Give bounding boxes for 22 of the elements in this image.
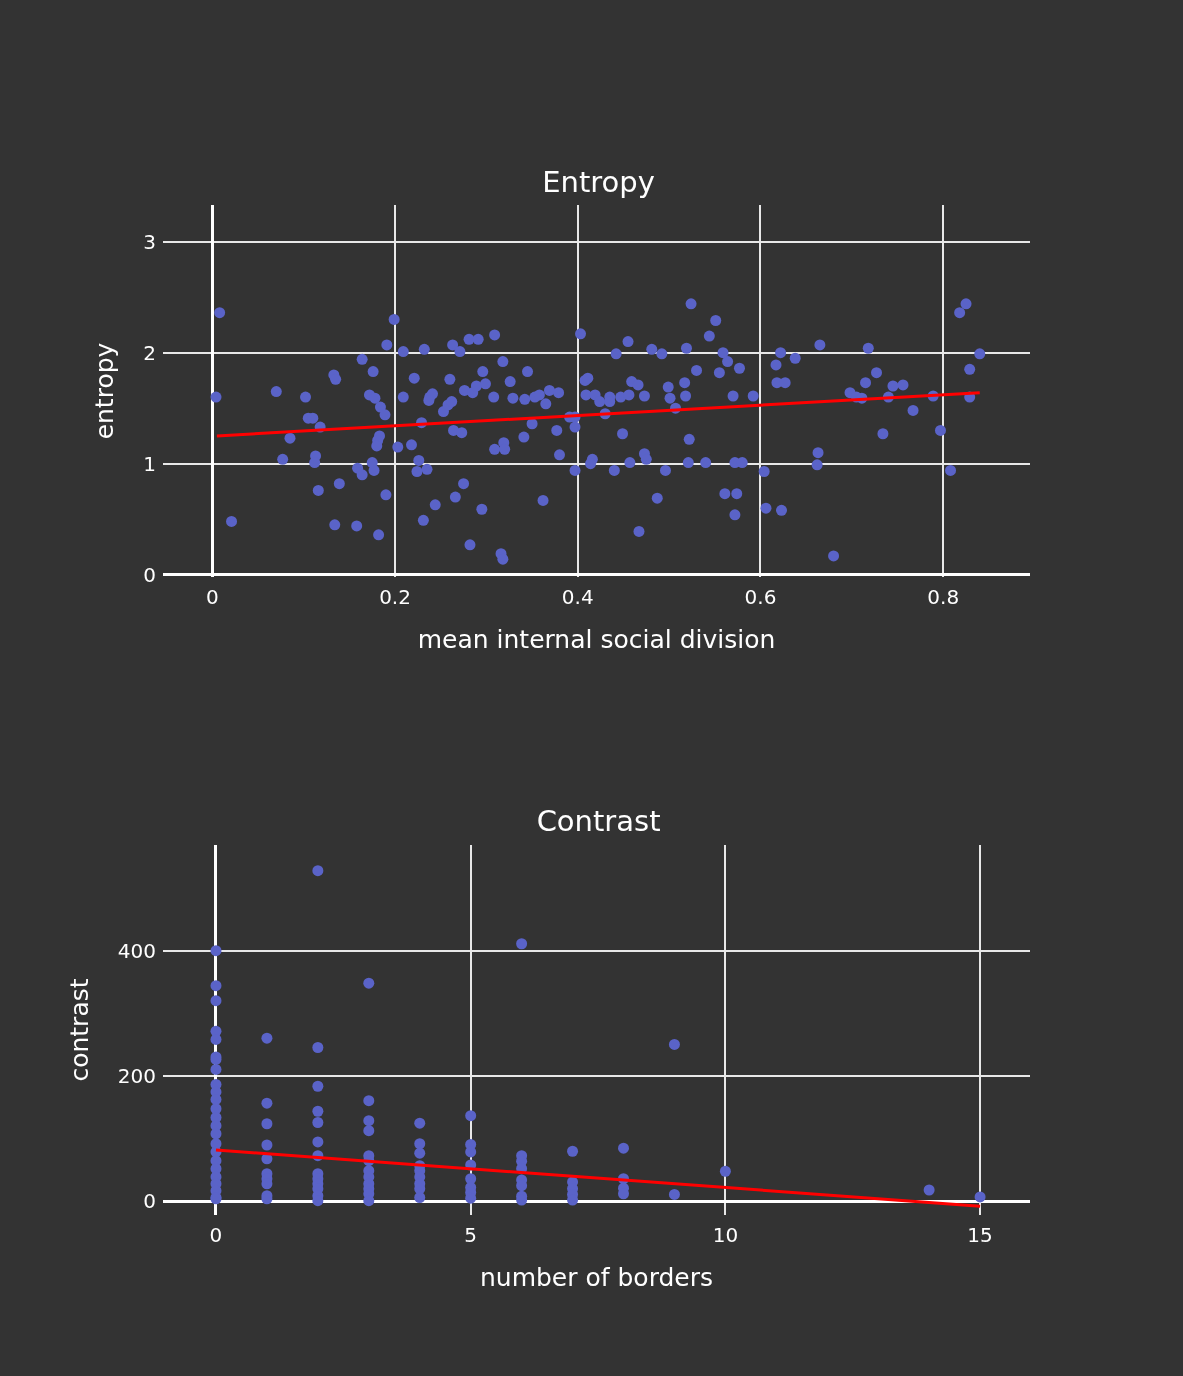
- x-tick-label: 0.8: [927, 585, 960, 609]
- x-tick-label: 15: [967, 1223, 993, 1247]
- x-tick-label: 0.2: [379, 585, 411, 609]
- x-axis-title: number of borders: [479, 1263, 714, 1292]
- chart-title: Entropy: [542, 165, 655, 200]
- x-tick-label: 5: [464, 1223, 478, 1247]
- x-tick-label: 0: [209, 1223, 223, 1247]
- y-tick-label: 0: [143, 1189, 156, 1214]
- y-tick-label: 2: [143, 340, 156, 365]
- y-tick-label: 200: [117, 1064, 156, 1089]
- chart-title: Contrast: [536, 804, 661, 839]
- y-axis-title: entropy: [90, 342, 120, 440]
- y-tick-label: 400: [117, 939, 156, 964]
- y-tick-label: 0: [143, 562, 156, 587]
- x-axis-title: mean internal social division: [417, 625, 776, 654]
- y-axis-title: contrast: [64, 978, 94, 1082]
- x-tick-label: 0.4: [561, 585, 594, 609]
- y-tick-label: 1: [143, 451, 156, 476]
- x-tick-label: 0.6: [744, 585, 777, 609]
- x-tick-label: 10: [712, 1223, 739, 1247]
- x-tick-label: 0: [205, 585, 219, 609]
- y-tick-label: 3: [143, 229, 156, 254]
